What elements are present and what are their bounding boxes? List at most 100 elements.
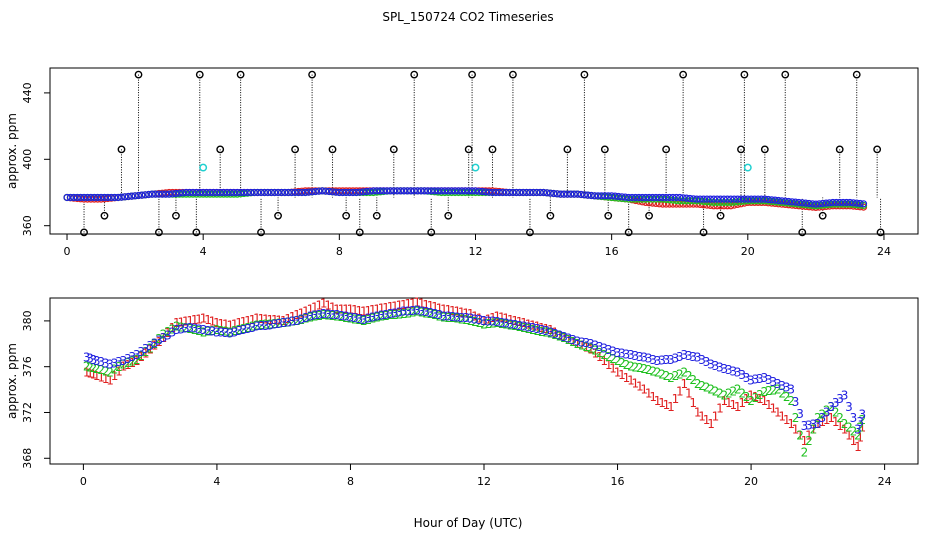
series-3-mark: 3: [249, 321, 257, 335]
series-s3-point: [563, 190, 571, 198]
series-s3-point: [155, 190, 163, 198]
series-s3-point: [90, 193, 98, 202]
series-1-mark: 1: [235, 316, 243, 330]
reference-point: [835, 145, 844, 154]
series-3-mark: 3: [721, 362, 729, 376]
series-1-mark: 1: [431, 300, 439, 314]
series-1-mark: 1: [298, 306, 306, 320]
y-tick-label: 372: [21, 402, 34, 423]
series-1-mark: 1: [427, 299, 435, 313]
series-1-mark: 1: [373, 302, 381, 316]
series-s3-point: [642, 193, 650, 202]
series-1-mark: 1: [685, 386, 693, 400]
series-s3-point: [352, 188, 360, 197]
series-2-mark: 2: [409, 306, 417, 320]
series-2-mark: 2: [600, 348, 608, 362]
reference-point: [818, 211, 827, 220]
series-s3-point: [519, 188, 527, 197]
series-1-mark: 1: [752, 390, 760, 404]
series-s3-point: [764, 195, 772, 204]
series-1-mark: 1: [449, 304, 457, 318]
series-2-mark: 2: [832, 405, 840, 419]
reference-point: [798, 228, 807, 237]
series-s3-point: [151, 190, 160, 198]
reference-point: [563, 145, 572, 154]
series-3-mark: 3: [160, 331, 168, 345]
series-3-mark: 3: [516, 319, 524, 333]
series-s3-point: [594, 192, 602, 200]
series-s3-point: [192, 188, 200, 197]
series-3-mark: 3: [102, 356, 110, 370]
series-2-mark: 2: [761, 385, 769, 399]
reference-point: [80, 228, 88, 237]
x-tick-label: 8: [347, 475, 354, 488]
series-3-mark: 3: [845, 400, 853, 414]
series-s3-point: [529, 188, 537, 197]
series-1-mark: 1: [609, 362, 617, 376]
series-2-mark: 2: [284, 315, 292, 329]
series-s3-point: [117, 193, 126, 201]
series-3-mark: 3: [329, 308, 337, 322]
series-3-mark: 3: [529, 321, 537, 335]
series-1-mark: 1: [422, 298, 430, 312]
series-1-mark: 1: [284, 312, 292, 326]
series-s3-point: [427, 187, 435, 195]
series-2-mark: 2: [565, 333, 573, 347]
series-3-mark: 3: [351, 311, 359, 325]
series-2-mark: 2: [458, 312, 466, 326]
y-tick-label: 380: [21, 310, 34, 331]
series-2-mark: 2: [712, 384, 720, 398]
series-s3-point: [362, 187, 371, 196]
series-3-mark: 3: [169, 326, 177, 340]
series-s3-point: [648, 193, 657, 202]
series-s3-point: [182, 188, 190, 197]
series-1-mark: 1: [560, 331, 568, 345]
series-2-mark: 2: [654, 365, 662, 379]
series-s3-point: [148, 190, 156, 198]
series-3-mark: 3: [244, 322, 252, 336]
series-3-mark: 3: [614, 346, 622, 360]
series-2-mark: 2: [703, 381, 711, 395]
series-1-mark: 1: [329, 301, 337, 315]
series-3-mark: 3: [560, 330, 568, 344]
series-s3-point: [196, 188, 204, 197]
series-1-mark: 1: [480, 314, 488, 328]
series-1-mark: 1: [83, 365, 91, 379]
series-1-mark: 1: [436, 301, 444, 315]
series-1-mark: 1: [614, 365, 622, 379]
series-s3-point: [230, 188, 238, 197]
series-s3-point: [604, 192, 612, 200]
series-3-mark: 3: [761, 371, 769, 385]
series-1-mark: 1: [856, 430, 864, 444]
series-1-mark: 1: [703, 413, 711, 427]
series-2-mark: 2: [534, 324, 542, 338]
y-tick-label: 440: [21, 82, 34, 103]
series-s3-point: [635, 193, 643, 202]
series-s3-point: [441, 187, 449, 195]
series-s3-point: [556, 190, 565, 198]
series-s3-point: [659, 193, 667, 202]
series-1-mark: 1: [823, 413, 831, 427]
series-2-mark: 2: [431, 308, 439, 322]
series-2-mark: 2: [796, 428, 804, 442]
series-3-mark: 3: [805, 418, 813, 432]
series-1-mark: 1: [471, 309, 479, 323]
series-s3-point: [199, 188, 207, 197]
x-axis-label: Hour of Day (UTC): [414, 516, 523, 530]
series-1-mark: 1: [315, 299, 323, 313]
series-3-mark: 3: [177, 322, 185, 336]
series-3-mark: 3: [494, 315, 502, 329]
series-s3-point: [254, 188, 262, 197]
series-2-mark: 2: [298, 313, 306, 327]
series-s3-point: [243, 188, 252, 197]
series-s3-point: [328, 188, 337, 196]
series-3-mark: 3: [640, 351, 648, 365]
series-2-mark: 2: [614, 354, 622, 368]
series-2-mark: 2: [106, 365, 114, 379]
series-s3-point: [546, 189, 554, 197]
series-3-mark: 3: [832, 396, 840, 410]
series-1-mark: 1: [133, 354, 141, 368]
series-3-mark: 3: [841, 388, 849, 402]
series-2-mark: 2: [583, 340, 591, 354]
